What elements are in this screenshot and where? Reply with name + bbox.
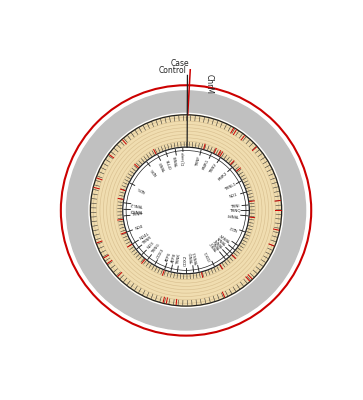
Text: ATP6: ATP6 xyxy=(166,251,173,262)
Text: TRNN: TRNN xyxy=(215,237,226,248)
Text: ND4: ND4 xyxy=(134,224,144,231)
Text: TRNI: TRNI xyxy=(230,204,240,208)
Text: COX3: COX3 xyxy=(156,248,166,260)
Text: CYTB: CYTB xyxy=(166,158,174,169)
Text: ND1: ND1 xyxy=(229,193,238,199)
Circle shape xyxy=(55,80,317,341)
Circle shape xyxy=(123,147,249,274)
Circle shape xyxy=(66,91,306,330)
Text: TRNS2: TRNS2 xyxy=(131,208,144,212)
Text: ATP8: ATP8 xyxy=(171,253,177,264)
Text: TRNL2: TRNL2 xyxy=(131,202,144,207)
Text: TRNL1: TRNL1 xyxy=(224,182,237,192)
Circle shape xyxy=(89,113,283,308)
Text: ND6: ND6 xyxy=(150,167,159,176)
Text: COX1: COX1 xyxy=(204,249,213,261)
Text: Control: Control xyxy=(158,66,186,75)
Text: TRNR: TRNR xyxy=(142,236,153,246)
Text: TRNH: TRNH xyxy=(131,212,143,217)
Text: RNR2: RNR2 xyxy=(217,171,228,182)
Text: TRNV: TRNV xyxy=(209,163,218,174)
Text: Case: Case xyxy=(170,59,189,68)
Circle shape xyxy=(90,115,282,306)
Text: TRNQ: TRNQ xyxy=(229,208,240,212)
Text: TRNY: TRNY xyxy=(210,241,220,252)
Text: COX2: COX2 xyxy=(184,255,188,266)
Text: TRNG: TRNG xyxy=(151,244,161,255)
Text: TRNW: TRNW xyxy=(220,232,232,243)
Text: TRNF: TRNF xyxy=(195,156,201,168)
Text: RNR1: RNR1 xyxy=(202,159,211,171)
Text: ND2: ND2 xyxy=(228,224,238,231)
Text: TRNB: TRNB xyxy=(175,156,180,168)
Text: ND5: ND5 xyxy=(136,185,146,192)
Text: TRND: TRND xyxy=(189,253,195,265)
Text: TRNC: TRNC xyxy=(213,239,223,250)
Text: ND4L: ND4L xyxy=(139,232,150,241)
Text: ChrM: ChrM xyxy=(204,74,213,94)
Text: TRNE: TRNE xyxy=(159,161,168,172)
Text: TRNM: TRNM xyxy=(228,212,240,217)
Text: TRNA: TRNA xyxy=(217,236,229,246)
Text: ND3: ND3 xyxy=(147,241,156,250)
Text: TRNS1: TRNS1 xyxy=(193,252,200,266)
Text: TRNK: TRNK xyxy=(176,254,182,265)
Text: D_loop: D_loop xyxy=(181,151,186,166)
